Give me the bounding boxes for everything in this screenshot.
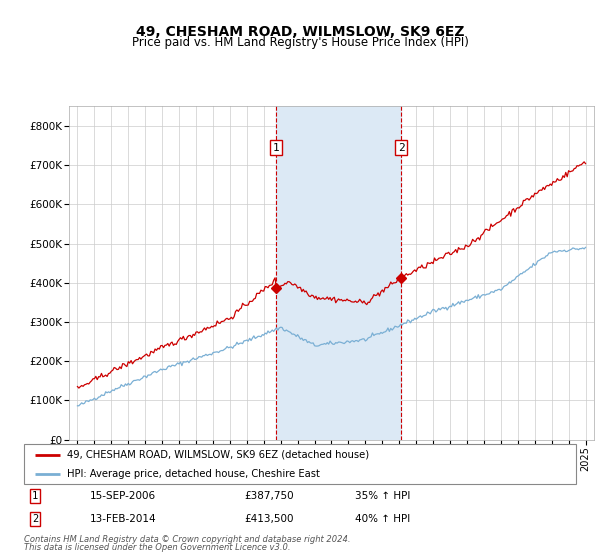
Text: 49, CHESHAM ROAD, WILMSLOW, SK9 6EZ: 49, CHESHAM ROAD, WILMSLOW, SK9 6EZ [136, 26, 464, 39]
Text: HPI: Average price, detached house, Cheshire East: HPI: Average price, detached house, Ches… [67, 469, 320, 479]
Text: 15-SEP-2006: 15-SEP-2006 [90, 491, 157, 501]
Text: 1: 1 [272, 143, 279, 152]
FancyBboxPatch shape [24, 444, 576, 484]
Text: 2: 2 [398, 143, 404, 152]
Text: Price paid vs. HM Land Registry's House Price Index (HPI): Price paid vs. HM Land Registry's House … [131, 36, 469, 49]
Text: £413,500: £413,500 [245, 514, 295, 524]
Text: 2: 2 [32, 514, 38, 524]
Text: £387,750: £387,750 [245, 491, 295, 501]
Text: 13-FEB-2014: 13-FEB-2014 [90, 514, 157, 524]
Text: 49, CHESHAM ROAD, WILMSLOW, SK9 6EZ (detached house): 49, CHESHAM ROAD, WILMSLOW, SK9 6EZ (det… [67, 450, 369, 460]
Text: This data is licensed under the Open Government Licence v3.0.: This data is licensed under the Open Gov… [24, 543, 290, 552]
Bar [276, 106, 401, 440]
Text: 35% ↑ HPI: 35% ↑ HPI [355, 491, 410, 501]
Text: 1: 1 [32, 491, 38, 501]
Text: 40% ↑ HPI: 40% ↑ HPI [355, 514, 410, 524]
Text: Contains HM Land Registry data © Crown copyright and database right 2024.: Contains HM Land Registry data © Crown c… [24, 535, 350, 544]
